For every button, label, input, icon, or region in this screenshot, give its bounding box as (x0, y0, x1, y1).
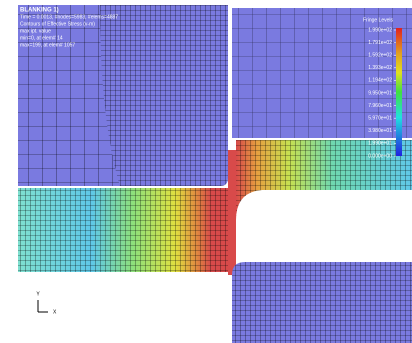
axis-x: X (53, 309, 57, 315)
fringe-bar (396, 28, 402, 156)
fringe-level: 3.980e+01 (368, 128, 392, 134)
die-mesh-coarse (18, 5, 120, 186)
min: min=0, at elem# 14 (20, 35, 63, 41)
fringe-level: 5.970e+01 (368, 116, 392, 122)
die-right-mesh (232, 8, 412, 138)
axis-y: Y (36, 291, 40, 297)
fringe-level: 1.592e+02 (368, 53, 392, 59)
fringe-level: 1.194e+02 (368, 78, 392, 84)
max: max=199, at elem# 1057 (20, 42, 75, 48)
fringe-level: 1.990e+02 (368, 27, 392, 33)
contour: Contours of Effective Stress (v-m) (20, 21, 95, 27)
punch-mesh (232, 262, 412, 343)
fringe-title: Fringe Levels (363, 17, 394, 23)
fringe-level: 1.990e+01 (368, 141, 392, 147)
blank-mesh (18, 188, 228, 272)
fringe-level: 1.791e+02 (368, 40, 392, 46)
shear-zone (228, 150, 236, 275)
info: Time = 0.0013, #nodes=5983, #elems=4887 (20, 14, 118, 20)
fringe-level: 1.393e+02 (368, 65, 392, 71)
value-mode: max ipt. value (20, 28, 51, 34)
fringe-level: 9.950e+01 (368, 90, 392, 96)
title: BLANKING 1) (20, 8, 59, 14)
blank-right-mesh (236, 140, 412, 220)
fringe-level: 0.000e+00 (368, 153, 392, 159)
fringe-level: 7.960e+01 (368, 103, 392, 109)
die-mesh (100, 5, 228, 186)
